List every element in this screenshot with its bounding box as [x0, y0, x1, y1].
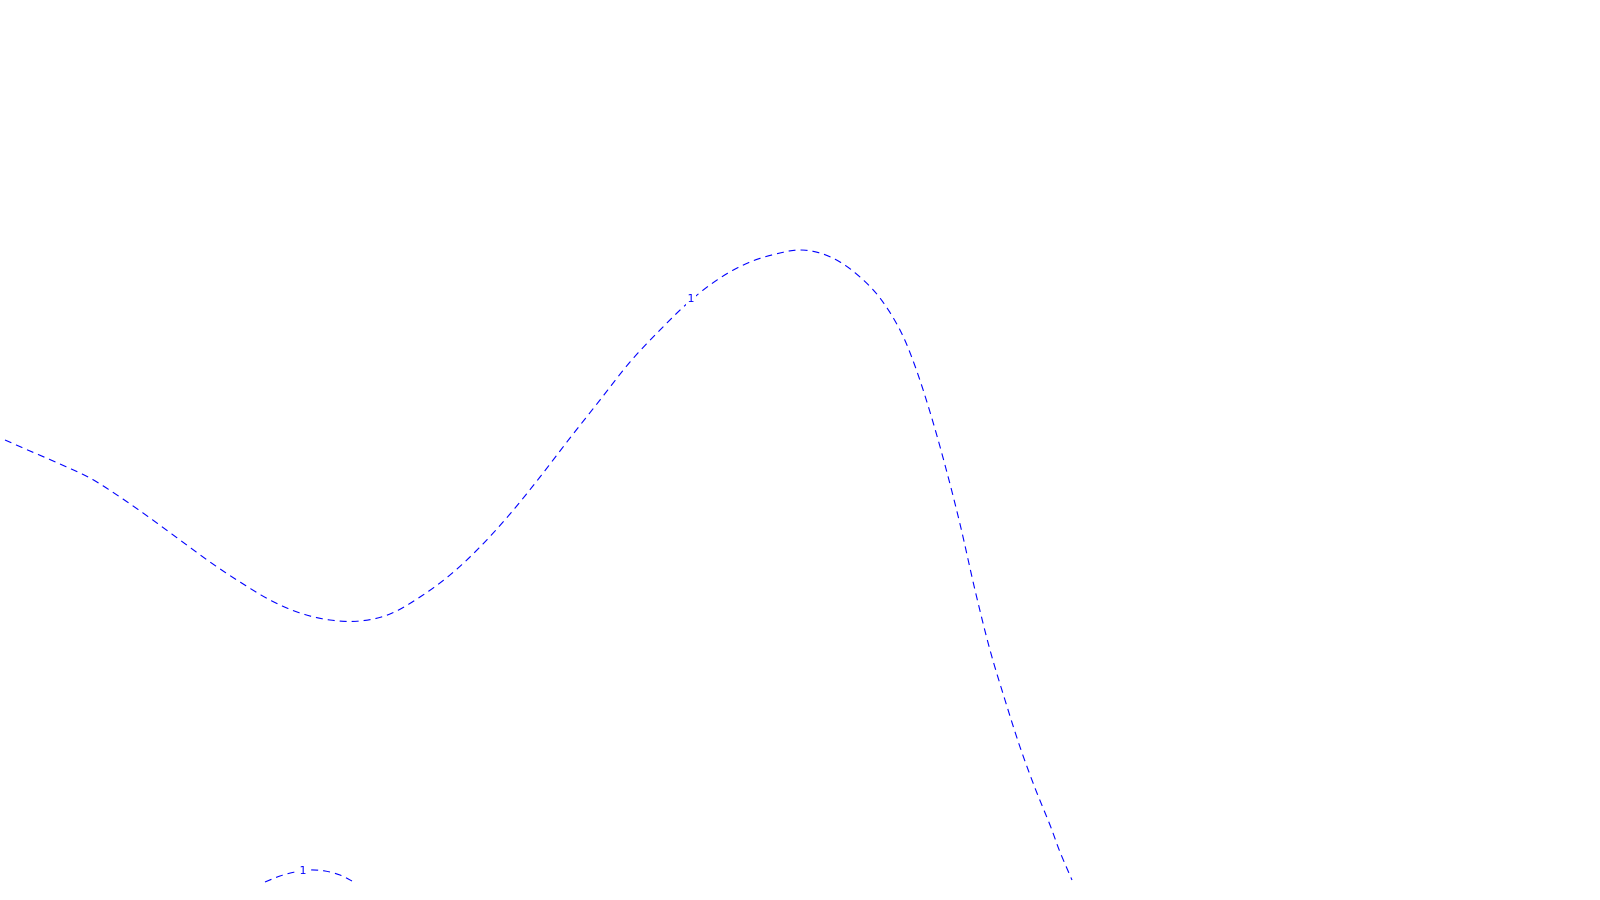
contour-level-label: 1: [688, 292, 695, 305]
contour-line-2: [264, 869, 353, 883]
contour-lines: [4, 249, 1073, 883]
contour-label-background: [686, 292, 696, 306]
contour-level-label: 1: [300, 864, 307, 877]
contour-line-1: [4, 249, 1073, 881]
contour-label-background: [298, 864, 308, 878]
contour-labels: 11: [298, 292, 696, 878]
